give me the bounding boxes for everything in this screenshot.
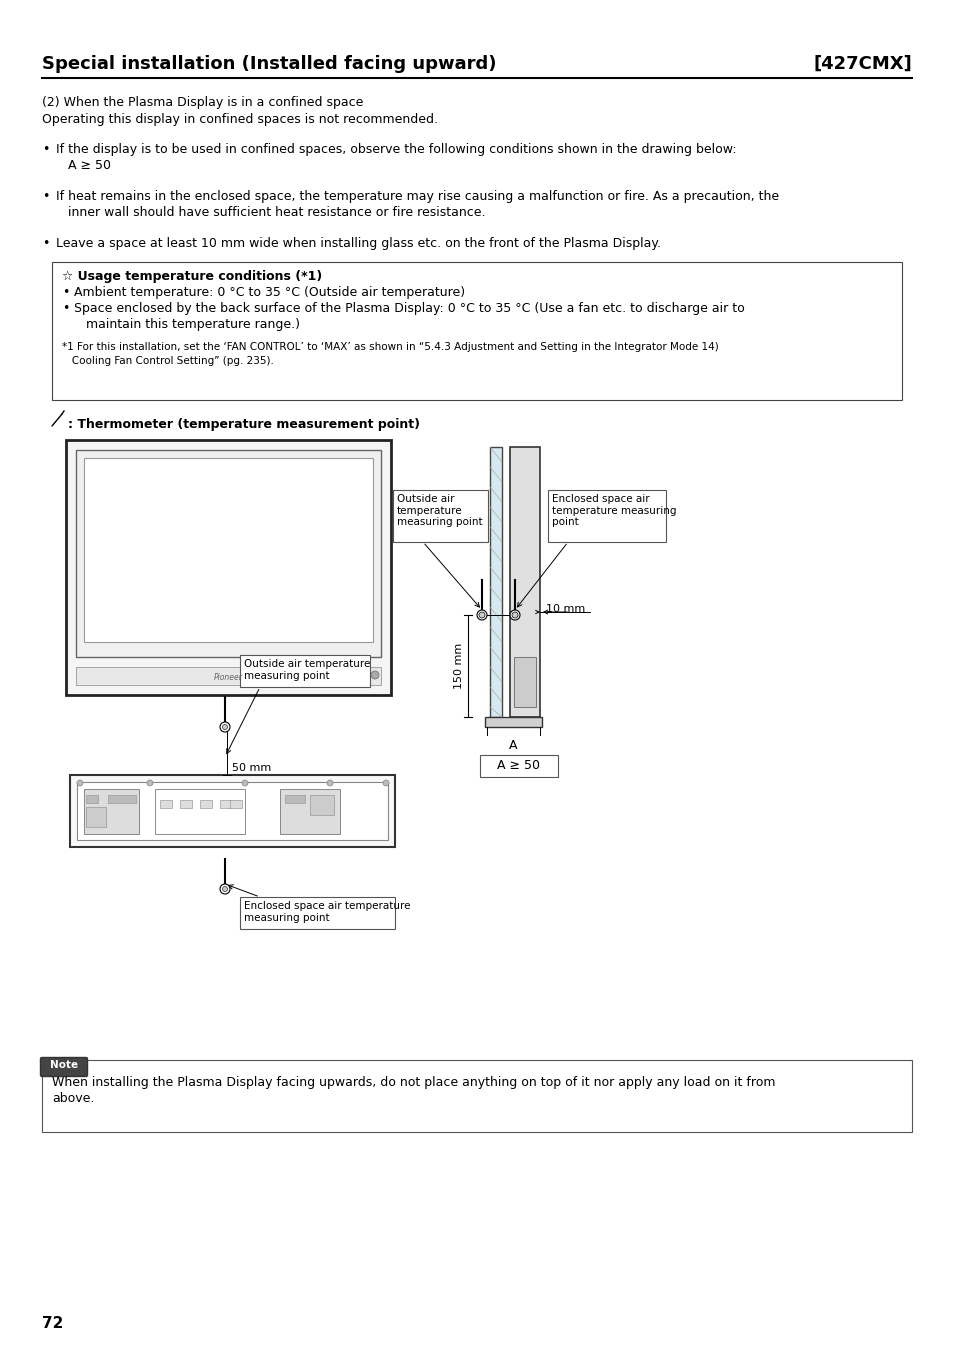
Bar <box>77 782 388 840</box>
Text: A ≥ 50: A ≥ 50 <box>68 159 111 172</box>
Bar <box>240 655 370 688</box>
Bar <box>76 667 380 685</box>
Bar <box>510 447 539 717</box>
Bar <box>280 789 339 834</box>
Text: If heat remains in the enclosed space, the temperature may rise causing a malfun: If heat remains in the enclosed space, t… <box>56 190 779 203</box>
Bar <box>108 794 136 802</box>
Bar <box>200 800 212 808</box>
Bar <box>76 450 380 657</box>
Circle shape <box>510 611 519 620</box>
Circle shape <box>242 780 248 786</box>
Bar <box>42 1061 911 1132</box>
Text: Enclosed space air
temperature measuring
point: Enclosed space air temperature measuring… <box>552 494 676 527</box>
Bar <box>84 458 373 642</box>
Text: Operating this display in confined spaces is not recommended.: Operating this display in confined space… <box>42 113 437 126</box>
Bar <box>547 490 665 542</box>
Text: [427CMX]: [427CMX] <box>812 55 911 73</box>
Bar <box>310 794 334 815</box>
Text: 150 mm: 150 mm <box>454 643 463 689</box>
Circle shape <box>147 780 152 786</box>
Bar <box>220 800 232 808</box>
FancyBboxPatch shape <box>40 1058 88 1077</box>
Text: Enclosed space air temperature
measuring point: Enclosed space air temperature measuring… <box>244 901 410 923</box>
Text: 50 mm: 50 mm <box>232 763 271 773</box>
Text: 72: 72 <box>42 1316 63 1331</box>
Text: Ambient temperature: 0 °C to 35 °C (Outside air temperature): Ambient temperature: 0 °C to 35 °C (Outs… <box>74 286 465 299</box>
Text: Pioneer: Pioneer <box>213 673 242 682</box>
Bar <box>484 717 541 727</box>
Text: Special installation (Installed facing upward): Special installation (Installed facing u… <box>42 55 496 73</box>
Circle shape <box>220 884 230 894</box>
Bar <box>285 794 305 802</box>
Text: : Thermometer (temperature measurement point): : Thermometer (temperature measurement p… <box>68 417 419 431</box>
Circle shape <box>327 780 333 786</box>
Circle shape <box>512 612 517 617</box>
Text: 10 mm: 10 mm <box>545 604 584 613</box>
Circle shape <box>476 611 486 620</box>
Circle shape <box>478 612 484 617</box>
Text: •: • <box>42 143 50 155</box>
Circle shape <box>371 671 378 680</box>
Text: (2) When the Plasma Display is in a confined space: (2) When the Plasma Display is in a conf… <box>42 96 363 109</box>
Bar <box>154 789 245 834</box>
Text: *1 For this installation, set the ‘FAN CONTROL’ to ‘MAX’ as shown in “5.4.3 Adju: *1 For this installation, set the ‘FAN C… <box>62 342 718 353</box>
Text: A: A <box>508 739 517 753</box>
Bar <box>66 440 391 694</box>
Text: Outside air temperature
measuring point: Outside air temperature measuring point <box>244 659 370 681</box>
Bar <box>180 800 192 808</box>
Bar <box>479 755 558 777</box>
Text: Space enclosed by the back surface of the Plasma Display: 0 °C to 35 °C (Use a f: Space enclosed by the back surface of th… <box>74 303 744 315</box>
Text: inner wall should have sufficient heat resistance or fire resistance.: inner wall should have sufficient heat r… <box>68 205 485 219</box>
Text: ☆ Usage temperature conditions (*1): ☆ Usage temperature conditions (*1) <box>62 270 322 282</box>
Bar <box>52 262 901 400</box>
Bar <box>393 490 488 542</box>
Circle shape <box>222 724 227 730</box>
Text: Note: Note <box>50 1061 78 1070</box>
Bar <box>70 775 395 847</box>
Text: A ≥ 50: A ≥ 50 <box>497 759 540 771</box>
Text: •: • <box>62 303 70 315</box>
Bar <box>160 800 172 808</box>
Text: Leave a space at least 10 mm wide when installing glass etc. on the front of the: Leave a space at least 10 mm wide when i… <box>56 236 660 250</box>
Text: •: • <box>62 286 70 299</box>
Circle shape <box>222 886 227 892</box>
Bar <box>514 657 536 707</box>
Bar <box>84 789 139 834</box>
Text: Outside air
temperature
measuring point: Outside air temperature measuring point <box>396 494 482 527</box>
Text: If the display is to be used in confined spaces, observe the following condition: If the display is to be used in confined… <box>56 143 736 155</box>
Text: When installing the Plasma Display facing upwards, do not place anything on top : When installing the Plasma Display facin… <box>52 1075 775 1089</box>
Text: above.: above. <box>52 1092 94 1105</box>
Bar <box>240 897 395 929</box>
Text: •: • <box>42 190 50 203</box>
Text: Cooling Fan Control Setting” (pg. 235).: Cooling Fan Control Setting” (pg. 235). <box>62 357 274 366</box>
Text: maintain this temperature range.): maintain this temperature range.) <box>86 317 299 331</box>
Circle shape <box>382 780 389 786</box>
Bar <box>86 794 98 802</box>
Bar <box>490 447 501 717</box>
Bar <box>86 807 106 827</box>
Circle shape <box>77 780 83 786</box>
Text: •: • <box>42 236 50 250</box>
Bar <box>230 800 242 808</box>
Circle shape <box>220 721 230 732</box>
